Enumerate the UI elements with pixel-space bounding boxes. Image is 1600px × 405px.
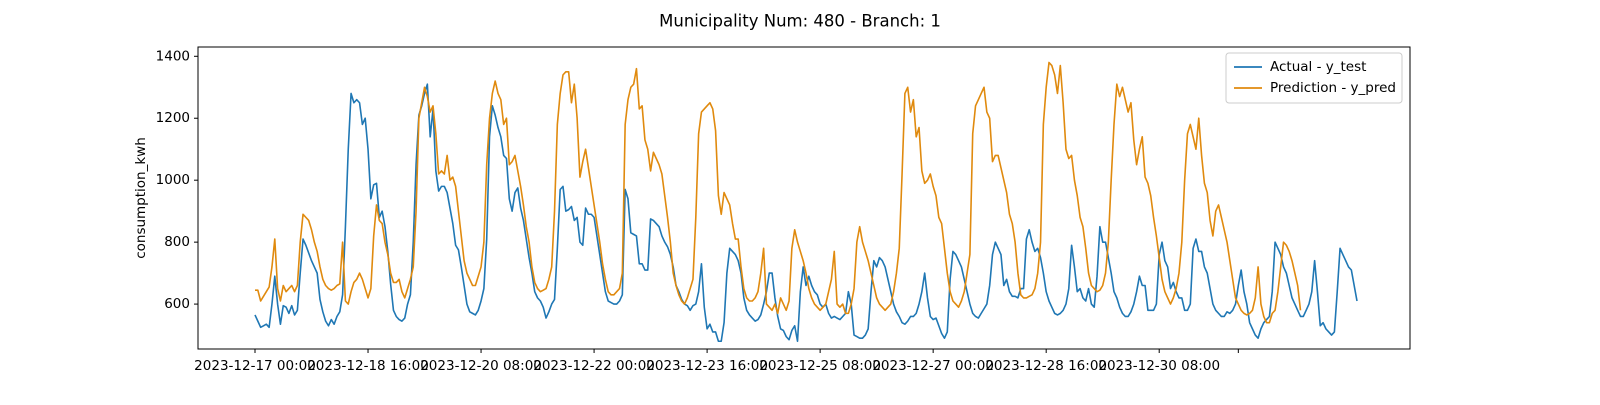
x-tick-label: 2023-12-25 08:00 — [759, 358, 881, 374]
y-tick-label: 600 — [164, 296, 190, 312]
x-tick-label: 2023-12-22 00:00 — [533, 358, 655, 374]
plot-area-frame — [197, 46, 1411, 350]
legend: Actual - y_test Prediction - y_pred — [1225, 52, 1403, 104]
y-axis-label: consumption_kwh — [133, 137, 149, 259]
legend-label: Prediction - y_pred — [1270, 80, 1396, 96]
x-tick-label: 2023-12-30 08:00 — [1098, 358, 1220, 374]
y-tick-label: 1000 — [156, 172, 190, 188]
y-tick-label: 1200 — [156, 110, 190, 126]
x-tick-label: 2023-12-18 16:00 — [307, 358, 429, 374]
legend-label: Actual - y_test — [1270, 59, 1366, 75]
x-tick-label: 2023-12-17 00:00 — [194, 358, 316, 374]
legend-box — [1225, 52, 1403, 104]
series-line-actual — [254, 83, 1358, 343]
y-tick-label: 1400 — [156, 48, 190, 64]
x-tick-label: 2023-12-28 16:00 — [985, 358, 1107, 374]
x-tick-label: 2023-12-27 00:00 — [872, 358, 994, 374]
y-tick-label: 800 — [164, 234, 190, 250]
x-tick-label: 2023-12-23 16:00 — [646, 358, 768, 374]
x-tick-label: 2023-12-20 08:00 — [420, 358, 542, 374]
chart-title: Municipality Num: 480 - Branch: 1 — [659, 12, 941, 31]
series-line-prediction — [255, 61, 1302, 324]
